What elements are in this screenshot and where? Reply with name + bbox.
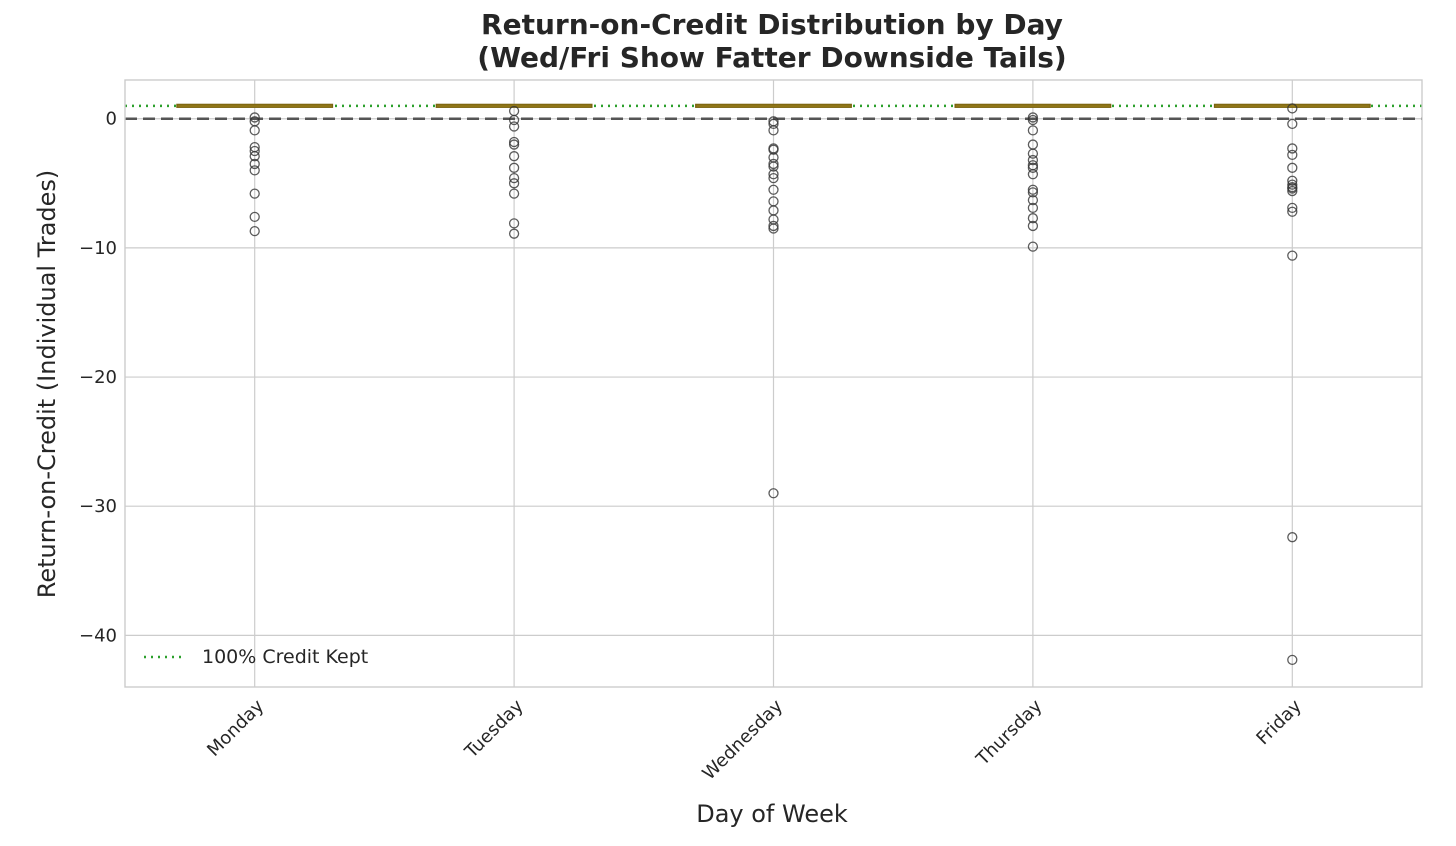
outlier-point — [508, 136, 520, 148]
outlier-point — [508, 173, 520, 184]
outlier-point — [1027, 184, 1039, 195]
outlier-point — [1287, 654, 1298, 666]
outlier-point — [768, 118, 779, 130]
outlier-point — [249, 125, 260, 136]
outlier-point — [508, 178, 520, 189]
reference-lines — [125, 104, 1422, 120]
outlier-point — [508, 151, 520, 162]
outlier-point — [1027, 148, 1039, 159]
outlier-point — [1027, 241, 1039, 252]
outlier-point — [768, 220, 779, 232]
outlier-point — [1027, 220, 1039, 232]
outlier-point — [508, 228, 520, 239]
outlier-point — [1287, 206, 1298, 217]
outlier-point — [1287, 118, 1298, 130]
outlier-point — [768, 169, 779, 180]
outlier-point — [1287, 103, 1298, 114]
outlier-points — [249, 103, 1298, 666]
outlier-point — [1287, 250, 1298, 261]
outlier-point — [249, 165, 260, 176]
x-tick-label-friday: Friday — [1252, 695, 1306, 749]
gridlines — [125, 80, 1422, 687]
outlier-point — [768, 488, 779, 499]
outlier-point — [249, 151, 260, 162]
outlier-point — [1287, 149, 1298, 161]
outlier-point — [768, 184, 779, 195]
y-axis-ticks: 0 −10 −20 −30 −40 — [79, 109, 117, 647]
outlier-point — [768, 144, 779, 155]
x-axis-ticks: Monday Tuesday Wednesday Thursday Friday — [203, 695, 1306, 784]
x-tick-label-monday: Monday — [203, 695, 268, 760]
outlier-point — [1027, 112, 1039, 123]
outlier-point — [1287, 175, 1298, 186]
x-tick-label-wednesday: Wednesday — [698, 695, 787, 784]
outlier-point — [1027, 125, 1039, 136]
outlier-point — [249, 188, 260, 199]
outlier-point — [508, 114, 520, 126]
outlier-point — [249, 211, 260, 223]
outlier-point — [1027, 187, 1039, 198]
outlier-point — [1027, 202, 1039, 214]
outlier-point — [249, 145, 260, 157]
x-axis-label: Day of Week — [696, 800, 848, 828]
outlier-point — [768, 161, 779, 172]
outlier-point — [768, 173, 779, 184]
outlier-point — [1027, 154, 1039, 166]
outlier-point — [508, 188, 520, 199]
y-tick-label: −10 — [79, 238, 117, 259]
outlier-point — [1287, 183, 1298, 194]
outlier-point — [508, 139, 520, 150]
outlier-point — [249, 225, 260, 237]
outlier-point — [1027, 169, 1039, 180]
outlier-point — [1287, 532, 1298, 543]
plot-frame — [124, 79, 1423, 688]
y-tick-label: −40 — [79, 625, 117, 646]
outlier-point — [1027, 213, 1039, 224]
outlier-point — [508, 162, 520, 173]
box-series — [176, 103, 1371, 108]
outlier-point — [249, 158, 260, 170]
outlier-point — [1027, 114, 1039, 126]
legend: 100% Credit Kept — [144, 646, 368, 668]
outlier-point — [1287, 185, 1298, 197]
outlier-point — [768, 158, 779, 170]
y-tick-label: 0 — [106, 109, 117, 130]
outlier-point — [1287, 202, 1298, 214]
chart-title-line-1: Return-on-Credit Distribution by Day — [481, 8, 1063, 41]
outlier-point — [768, 125, 779, 136]
outlier-point — [1287, 162, 1298, 173]
x-tick-label-thursday: Thursday — [972, 695, 1047, 770]
outlier-point — [1027, 162, 1039, 173]
outlier-point — [1027, 194, 1039, 206]
y-tick-label: −30 — [79, 496, 117, 517]
outlier-point — [508, 121, 520, 132]
outlier-point — [1287, 179, 1298, 190]
legend-label-credit-kept: 100% Credit Kept — [202, 646, 368, 668]
outlier-point — [508, 218, 520, 229]
y-axis-label: Return-on-Credit (Individual Trades) — [33, 170, 61, 599]
outlier-point — [249, 112, 260, 123]
outlier-point — [768, 223, 779, 234]
y-tick-label: −20 — [79, 367, 117, 388]
chart-title-line-2: (Wed/Fri Show Fatter Downside Tails) — [477, 41, 1066, 74]
outlier-point — [1287, 143, 1298, 154]
x-tick-label-tuesday: Tuesday — [460, 695, 528, 763]
